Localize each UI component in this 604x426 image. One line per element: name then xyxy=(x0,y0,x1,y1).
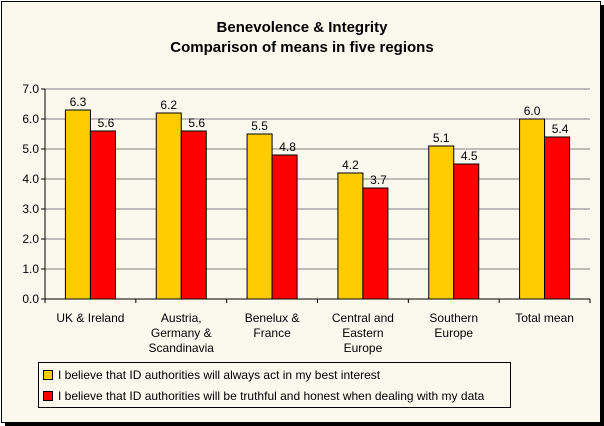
legend-item-series-2: I believe that ID authorities will be tr… xyxy=(43,388,484,404)
legend-swatch-series-2 xyxy=(43,391,53,401)
data-label: 5.4 xyxy=(552,122,569,136)
x-tick-label: UK & Ireland xyxy=(56,311,124,325)
legend: I believe that ID authorities will alway… xyxy=(38,362,511,408)
data-label: 5.6 xyxy=(188,116,205,130)
y-tick-label: 0.0 xyxy=(22,292,39,306)
data-label: 6.0 xyxy=(524,104,541,118)
y-tick-label: 7.0 xyxy=(22,82,39,96)
x-tick-label: Eastern xyxy=(342,326,383,340)
chart-title: Benevolence & Integrity Comparison of me… xyxy=(2,18,602,58)
y-tick-label: 5.0 xyxy=(22,142,39,156)
chart-shadow-right xyxy=(601,5,604,426)
bar xyxy=(544,136,571,300)
y-tick-label: 2.0 xyxy=(22,232,39,246)
bar xyxy=(180,130,207,300)
data-label: 5.5 xyxy=(251,119,268,133)
data-label: 4.2 xyxy=(342,158,359,172)
bar xyxy=(246,133,273,300)
data-label: 6.3 xyxy=(70,95,87,109)
y-tick-label: 4.0 xyxy=(22,172,39,186)
bar xyxy=(519,118,546,300)
x-tick-label: France xyxy=(253,326,291,340)
data-label: 3.7 xyxy=(370,173,387,187)
bar xyxy=(89,130,116,300)
chart-title-line1: Benevolence & Integrity xyxy=(216,19,388,36)
bar xyxy=(362,187,389,300)
chart-title-line2: Comparison of means in five regions xyxy=(170,39,434,56)
x-tick-label: Europe xyxy=(344,341,383,355)
x-tick-label: Total mean xyxy=(515,311,574,325)
data-label: 6.2 xyxy=(160,98,177,112)
x-tick-label: Europe xyxy=(434,326,473,340)
data-label: 5.1 xyxy=(433,131,450,145)
legend-label-series-1: I believe that ID authorities will alway… xyxy=(58,368,381,382)
data-label: 4.8 xyxy=(279,140,296,154)
data-label: 5.6 xyxy=(98,116,115,130)
data-label: 4.5 xyxy=(461,149,478,163)
x-tick-label: Central and xyxy=(332,311,394,325)
bar xyxy=(428,145,455,300)
bar xyxy=(155,112,182,300)
bar xyxy=(453,163,480,300)
x-tick-label: Benelux & xyxy=(245,311,300,325)
legend-label-series-2: I believe that ID authorities will be tr… xyxy=(58,389,485,403)
bar xyxy=(271,154,298,300)
bar xyxy=(64,109,91,300)
x-tick-label: Southern xyxy=(429,311,478,325)
y-tick-label: 1.0 xyxy=(22,262,39,276)
legend-swatch-series-1 xyxy=(43,370,53,380)
x-tick-label: Scandinavia xyxy=(149,341,215,355)
chart-shadow-bottom xyxy=(5,423,604,426)
bar xyxy=(337,172,364,300)
x-tick-label: Germany & xyxy=(151,326,212,340)
legend-item-series-1: I believe that ID authorities will alway… xyxy=(43,367,380,383)
y-tick-label: 6.0 xyxy=(22,112,39,126)
y-tick-label: 3.0 xyxy=(22,202,39,216)
x-tick-label: Austria, xyxy=(161,311,202,325)
